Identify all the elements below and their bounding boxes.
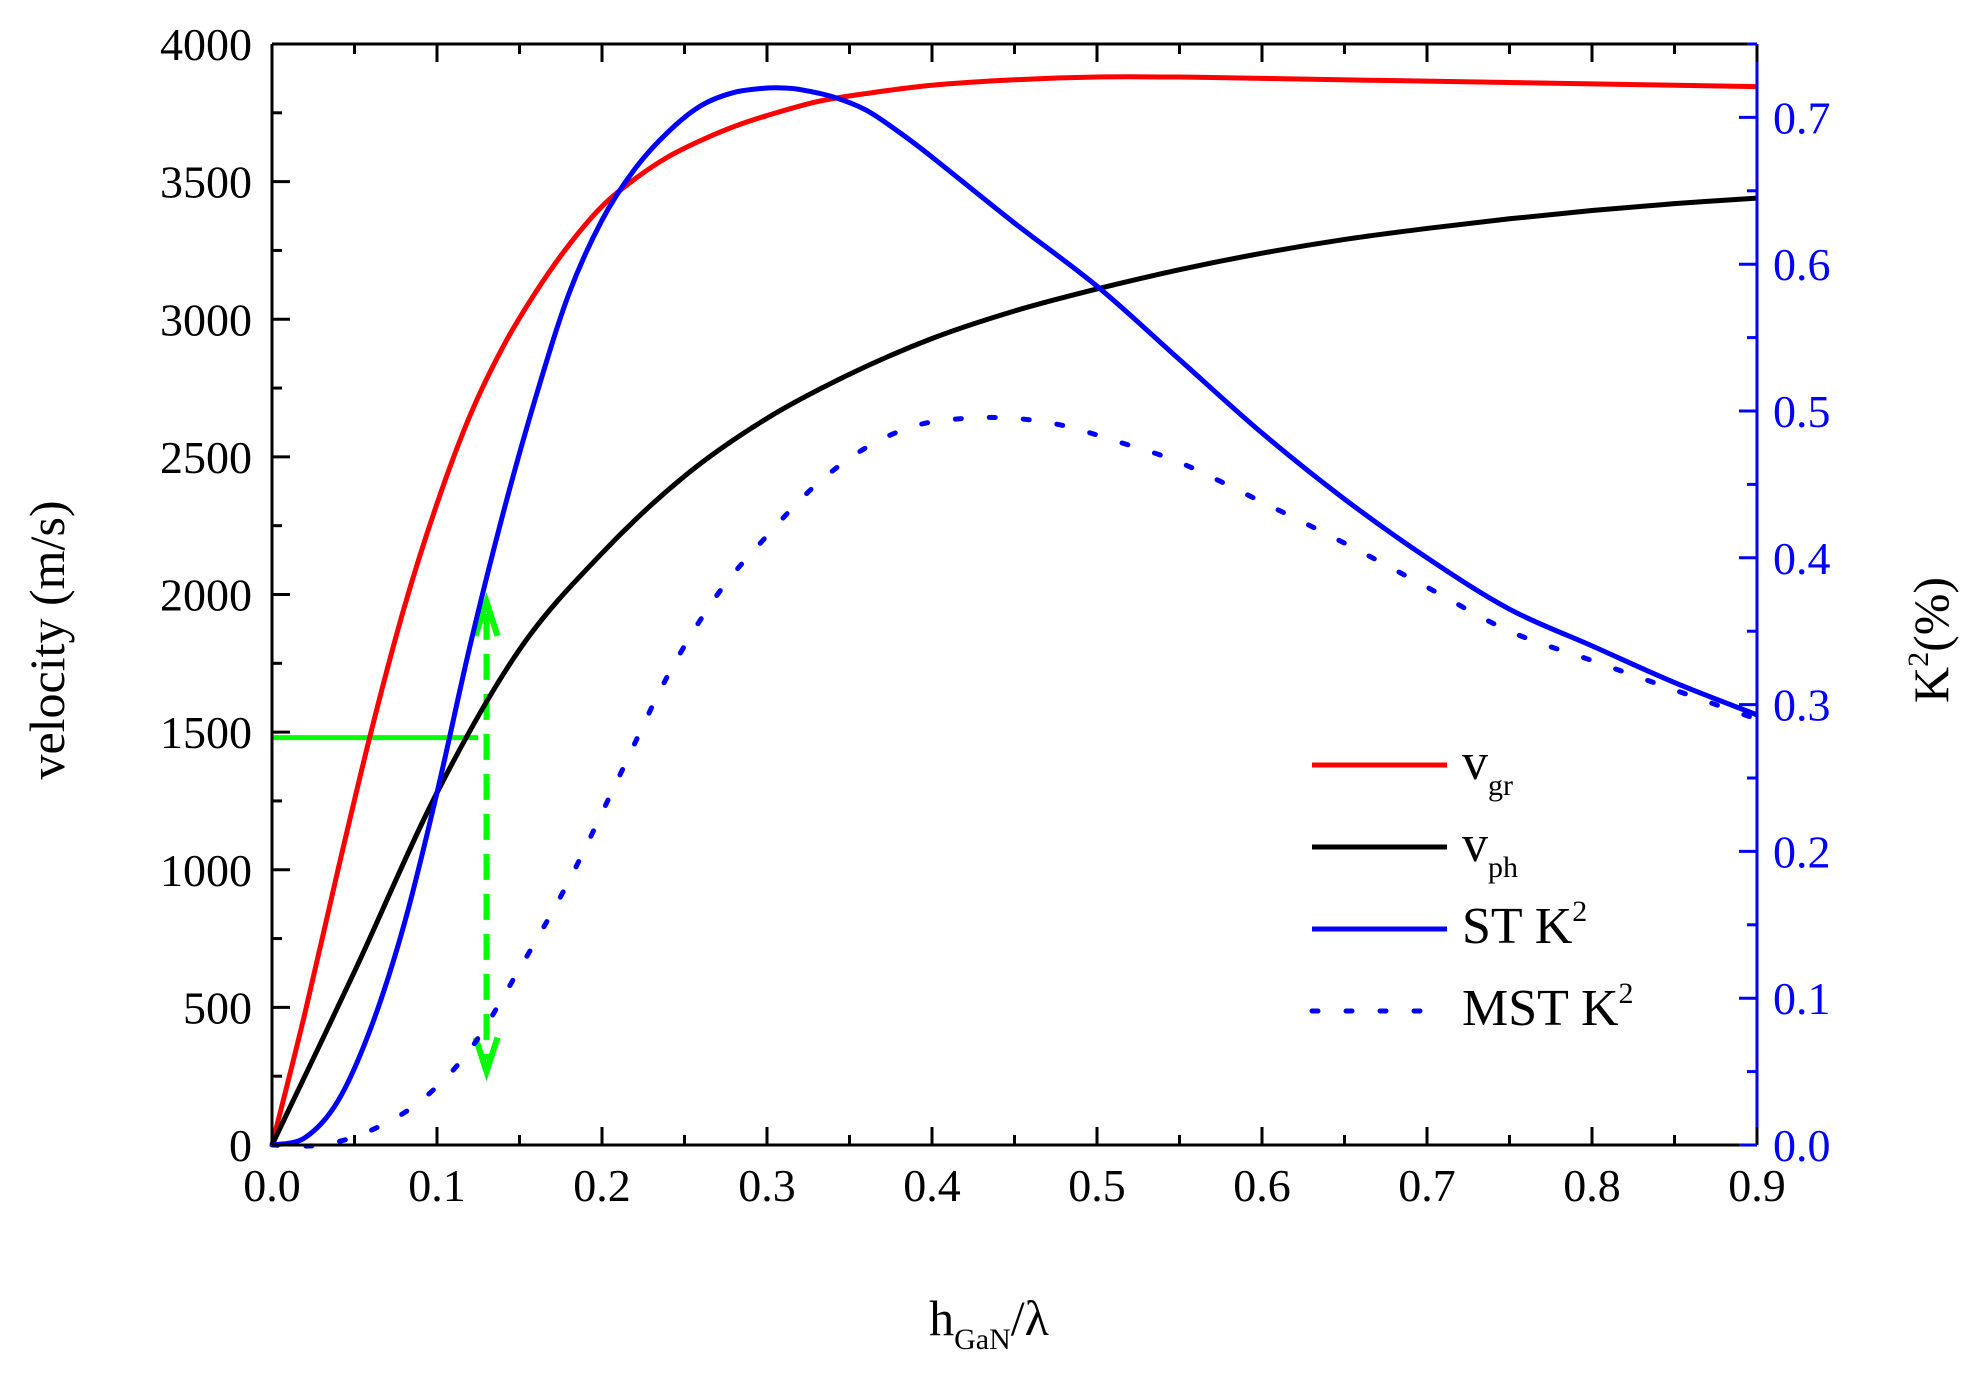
ticks-layer: 0.0 0.1 0.2 0.3 0.4 0.5 0.6 0.7 0.8 0.9 0 500 1000 15…: [160, 19, 1831, 1211]
x-axis-title-sub: GaN: [954, 1323, 1011, 1356]
x-tick-label: 0.5: [1068, 1160, 1126, 1211]
legend-label-main: v: [1462, 734, 1488, 791]
y-tick-label: 1500: [160, 707, 252, 758]
x-tick-label: 0.3: [738, 1160, 796, 1211]
annotation-layer: [272, 592, 501, 1082]
y-tick-label: 3000: [160, 294, 252, 345]
x-tick-label: 0.2: [573, 1160, 631, 1211]
y-tick-label: 3500: [160, 157, 252, 208]
x-tick-label: 0.8: [1563, 1160, 1621, 1211]
y2-tick-label: 0.4: [1773, 533, 1831, 584]
legend-label-main: v: [1462, 816, 1488, 873]
y2-axis-title-sup: 2: [1902, 652, 1935, 667]
y2-tick-label: 0.7: [1773, 92, 1831, 143]
legend-label-sub: ph: [1488, 851, 1518, 884]
y2-tick-label: 0.0: [1773, 1120, 1831, 1171]
legend-label-main: ST K: [1462, 898, 1573, 955]
x-tick-label: 0.6: [1233, 1160, 1291, 1211]
legend-label-main: MST K: [1462, 980, 1619, 1037]
x-axis-title: hGaN/λ: [929, 1290, 1049, 1356]
series-layer: [269, 74, 1760, 1149]
x-tick-label: 0.9: [1728, 1160, 1786, 1211]
y2-axis-title: K2(%): [1902, 577, 1959, 703]
y2-axis-title-suffix: (%): [1903, 577, 1959, 652]
y-tick-label: 2500: [160, 432, 252, 483]
legend-label: ST K2: [1462, 895, 1587, 955]
legend-label: vph: [1462, 816, 1518, 884]
y-tick-label: 2000: [160, 570, 252, 621]
x-tick-label: 0.1: [408, 1160, 466, 1211]
y2-tick-label: 0.2: [1773, 826, 1831, 877]
legend-label-sup: 2: [1619, 977, 1634, 1010]
annotation-arrowhead-down: [472, 1036, 501, 1082]
legend-label: MST K2: [1462, 977, 1634, 1037]
x-tick-label: 0.0: [243, 1160, 301, 1211]
y-tick-label: 500: [183, 982, 252, 1033]
x-axis-title-suffix: /λ: [1011, 1290, 1049, 1346]
y2-tick-label: 0.1: [1773, 973, 1831, 1024]
series-line-st-k-2: [271, 85, 1758, 1148]
legend-label-sub: gr: [1488, 769, 1513, 802]
y-tick-label: 1000: [160, 845, 252, 896]
y2-tick-label: 0.6: [1773, 239, 1831, 290]
y-axis-title: velocity (m/s): [19, 500, 75, 779]
y2-axis-title-main: K: [1903, 667, 1959, 703]
series-line-mst-k-2: [269, 414, 1760, 1149]
x-tick-label: 0.4: [903, 1160, 961, 1211]
x-axis-title-main: h: [929, 1290, 954, 1346]
legend-label: vgr: [1462, 734, 1513, 802]
annotation-arrowhead-up: [472, 592, 501, 637]
series-line-v-ph: [269, 195, 1758, 1147]
series-line-v-gr: [269, 74, 1758, 1146]
y2-tick-label: 0.5: [1773, 386, 1831, 437]
y2-tick-label: 0.3: [1773, 680, 1831, 731]
y-tick-label: 4000: [160, 19, 252, 70]
y-tick-label: 0: [229, 1120, 252, 1171]
x-tick-label: 0.7: [1398, 1160, 1456, 1211]
legend-label-sup: 2: [1572, 895, 1587, 928]
